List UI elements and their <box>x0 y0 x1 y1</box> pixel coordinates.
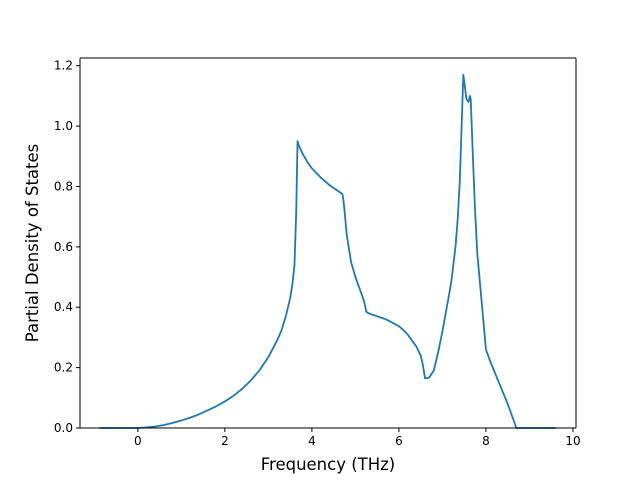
x-axis-ticks: 0 2 4 6 8 10 <box>134 428 581 448</box>
series-group <box>98 73 557 429</box>
x-tick-label: 6 <box>395 434 403 448</box>
x-axis-label: Frequency (THz) <box>261 455 396 474</box>
x-tick-label: 2 <box>221 434 229 448</box>
series-line-0 <box>98 73 557 429</box>
x-tick-label: 8 <box>482 434 490 448</box>
y-tick-label: 0.6 <box>54 240 73 254</box>
y-tick-label: 1.0 <box>54 119 73 133</box>
y-tick-label: 0.2 <box>54 361 73 375</box>
axes-frame <box>79 57 577 429</box>
y-axis-label: Partial Density of States <box>23 144 42 343</box>
x-tick-label: 0 <box>134 434 142 448</box>
x-tick-label: 4 <box>308 434 316 448</box>
y-axis-ticks: 0.0 0.2 0.4 0.6 0.8 1.0 1.2 <box>54 59 80 435</box>
y-tick-label: 0.0 <box>54 421 73 435</box>
x-tick-label: 10 <box>565 434 580 448</box>
plot-area <box>80 58 576 429</box>
axes-background <box>80 58 576 428</box>
y-tick-label: 0.8 <box>54 179 73 193</box>
y-tick-label: 0.4 <box>54 300 73 314</box>
y-tick-label: 1.2 <box>54 59 73 73</box>
